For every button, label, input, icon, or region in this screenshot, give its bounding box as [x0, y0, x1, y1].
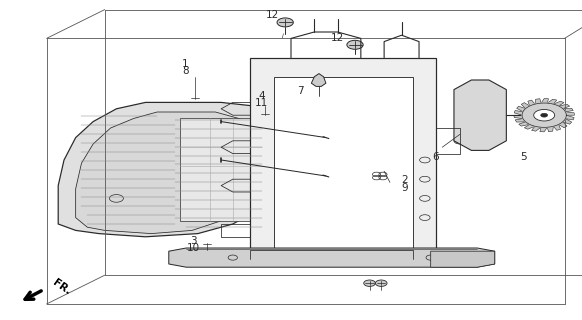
Circle shape: [347, 40, 363, 49]
Polygon shape: [528, 100, 535, 106]
Polygon shape: [563, 119, 572, 124]
Text: 1: 1: [182, 59, 189, 69]
Polygon shape: [514, 115, 523, 119]
Polygon shape: [521, 103, 530, 108]
Circle shape: [375, 280, 387, 286]
Circle shape: [534, 109, 555, 121]
Polygon shape: [524, 124, 535, 129]
Polygon shape: [169, 248, 495, 267]
Polygon shape: [431, 251, 495, 267]
Text: 4: 4: [258, 91, 265, 101]
Polygon shape: [559, 122, 567, 128]
Polygon shape: [547, 126, 553, 132]
Polygon shape: [531, 126, 541, 131]
Text: 7: 7: [297, 86, 304, 96]
Polygon shape: [517, 106, 526, 112]
Polygon shape: [565, 112, 574, 115]
Circle shape: [454, 138, 466, 144]
Polygon shape: [541, 99, 548, 103]
Polygon shape: [180, 118, 262, 221]
Polygon shape: [553, 101, 564, 106]
Polygon shape: [76, 112, 268, 234]
Text: 2: 2: [401, 175, 408, 186]
Polygon shape: [563, 108, 573, 112]
Text: FR.: FR.: [51, 277, 72, 297]
Polygon shape: [519, 122, 530, 126]
Polygon shape: [540, 127, 547, 132]
Text: 11: 11: [255, 98, 268, 108]
Polygon shape: [515, 119, 526, 122]
Polygon shape: [547, 99, 557, 104]
Text: 5: 5: [520, 152, 527, 162]
Text: 6: 6: [432, 152, 439, 162]
Text: 10: 10: [187, 243, 200, 253]
Polygon shape: [559, 104, 570, 108]
Text: 12: 12: [266, 10, 279, 20]
Text: 12: 12: [331, 33, 344, 43]
Polygon shape: [553, 124, 560, 130]
Polygon shape: [514, 110, 523, 115]
Text: 9: 9: [401, 182, 408, 193]
Polygon shape: [454, 80, 506, 150]
Polygon shape: [535, 99, 541, 104]
Circle shape: [364, 280, 375, 286]
Polygon shape: [58, 102, 285, 237]
Text: 3: 3: [190, 236, 197, 246]
Polygon shape: [522, 103, 566, 127]
Polygon shape: [274, 77, 413, 250]
Circle shape: [277, 18, 293, 27]
Circle shape: [541, 113, 548, 117]
Polygon shape: [250, 58, 436, 262]
Text: 8: 8: [182, 66, 189, 76]
Polygon shape: [311, 74, 326, 86]
Polygon shape: [565, 115, 574, 120]
